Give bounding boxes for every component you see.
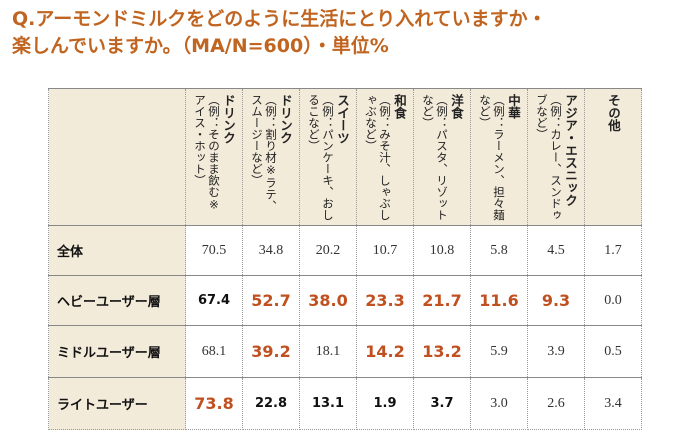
cell-value: 38.0 xyxy=(299,275,357,326)
column-label: 中華 xyxy=(506,94,521,119)
corner-cell xyxy=(48,88,186,226)
header-row: ドリンク （例：そのまま飲む※アイス・ホット） ドリンク （例：割り材※ラテ、スムージ… xyxy=(48,88,642,226)
title: Q.アーモンドミルクをどのように生活にとり入れていますか・ 楽しんでいますか。（… xyxy=(12,6,547,60)
row-label: ミドルユーザー層 xyxy=(48,325,186,378)
cell-value: 67.4 xyxy=(185,275,243,326)
column-note: （例：みそ汁、しゃぶしゃぶなど） xyxy=(364,94,392,221)
column-label: ドリンク xyxy=(221,94,236,144)
cell-value: 73.8 xyxy=(185,377,243,430)
cell-value: 18.1 xyxy=(299,325,357,378)
cell-value: 3.0 xyxy=(470,377,528,430)
cell-value: 1.7 xyxy=(584,225,642,276)
column-note: （例：カレー、スンドゥブなど） xyxy=(535,94,563,221)
title-line: Q.アーモンドミルクをどのように生活にとり入れていますか・ xyxy=(12,8,547,30)
cell-value: 22.8 xyxy=(242,377,300,430)
cell-value: 1.9 xyxy=(356,377,414,430)
column-note: （例：ラーメン、担々麺など） xyxy=(478,94,506,221)
cell-value: 5.8 xyxy=(470,225,528,276)
cell-value: 5.9 xyxy=(470,325,528,378)
column-header-text: 中華 （例：ラーメン、担々麺など） xyxy=(478,94,521,222)
column-header-text: ドリンク （例：そのまま飲む※アイス・ホット） xyxy=(193,94,236,222)
row-label: 全体 xyxy=(48,225,186,276)
row-label: ヘビーユーザー層 xyxy=(48,275,186,326)
cell-value: 68.1 xyxy=(185,325,243,378)
column-header-text: アジア・エスニック （例：カレー、スンドゥブなど） xyxy=(535,94,578,222)
cell-value: 39.2 xyxy=(242,325,300,378)
column-label: 和食 xyxy=(392,94,407,119)
cell-value: 3.7 xyxy=(413,377,471,430)
column-header: 中華 （例：ラーメン、担々麺など） xyxy=(470,88,528,226)
cell-value: 10.8 xyxy=(413,225,471,276)
cell-value: 4.5 xyxy=(527,225,585,276)
column-header: ドリンク （例：そのまま飲む※アイス・ホット） xyxy=(185,88,243,226)
column-header-text: スイーツ （例：パンケーキ、おしるこなど） xyxy=(307,94,350,222)
cell-value: 2.6 xyxy=(527,377,585,430)
cell-value: 14.2 xyxy=(356,325,414,378)
cell-value: 10.7 xyxy=(356,225,414,276)
column-header: 和食 （例：みそ汁、しゃぶしゃぶなど） xyxy=(356,88,414,226)
table-row: ライトユーザー 73.8 22.8 13.1 1.9 3.7 3.0 2.6 3.4 xyxy=(48,377,642,430)
column-header: 洋食 （例：パスタ、リゾットなど） xyxy=(413,88,471,226)
cell-value: 70.5 xyxy=(185,225,243,276)
title-line: 楽しんでいますか。（MA/N=600）・単位% xyxy=(12,35,389,57)
table: ドリンク （例：そのまま飲む※アイス・ホット） ドリンク （例：割り材※ラテ、スムージ… xyxy=(48,88,642,430)
column-header-text: 洋食 （例：パスタ、リゾットなど） xyxy=(421,94,464,222)
column-header: ドリンク （例：割り材※ラテ、スムージーなど） xyxy=(242,88,300,226)
column-header: アジア・エスニック （例：カレー、スンドゥブなど） xyxy=(527,88,585,226)
table-row: ヘビーユーザー層 67.4 52.7 38.0 23.3 21.7 11.6 9.3 0.0 xyxy=(48,275,642,326)
cell-value: 20.2 xyxy=(299,225,357,276)
cell-value: 21.7 xyxy=(413,275,471,326)
cell-value: 0.5 xyxy=(584,325,642,378)
column-label: アジア・エスニック xyxy=(563,94,578,207)
cell-value: 52.7 xyxy=(242,275,300,326)
column-label: 洋食 xyxy=(449,94,464,119)
cell-value: 9.3 xyxy=(527,275,585,326)
column-header-text: その他 xyxy=(606,94,621,222)
cell-value: 13.1 xyxy=(299,377,357,430)
cell-value: 34.8 xyxy=(242,225,300,276)
column-note: （例：パスタ、リゾットなど） xyxy=(421,94,449,221)
column-note: （例：割り材※ラテ、スムージーなど） xyxy=(250,94,278,212)
column-note: （例：そのまま飲む※アイス・ホット） xyxy=(193,94,221,212)
column-label: ドリンク xyxy=(278,94,293,144)
cell-value: 3.9 xyxy=(527,325,585,378)
column-label: スイーツ xyxy=(335,94,350,144)
table-row: ミドルユーザー層 68.1 39.2 18.1 14.2 13.2 5.9 3.9 0.5 xyxy=(48,325,642,378)
table-row: 全体 70.5 34.8 20.2 10.7 10.8 5.8 4.5 1.7 xyxy=(48,225,642,276)
column-header: その他 xyxy=(584,88,642,226)
cell-value: 23.3 xyxy=(356,275,414,326)
column-header-text: 和食 （例：みそ汁、しゃぶしゃぶなど） xyxy=(364,94,407,222)
column-label: その他 xyxy=(606,94,621,132)
cell-value: 11.6 xyxy=(470,275,528,326)
column-note: （例：パンケーキ、おしるこなど） xyxy=(307,94,335,221)
cell-value: 13.2 xyxy=(413,325,471,378)
row-label: ライトユーザー xyxy=(48,377,186,430)
column-header-text: ドリンク （例：割り材※ラテ、スムージーなど） xyxy=(250,94,293,222)
column-header: スイーツ （例：パンケーキ、おしるこなど） xyxy=(299,88,357,226)
cell-value: 3.4 xyxy=(584,377,642,430)
cell-value: 0.0 xyxy=(584,275,642,326)
